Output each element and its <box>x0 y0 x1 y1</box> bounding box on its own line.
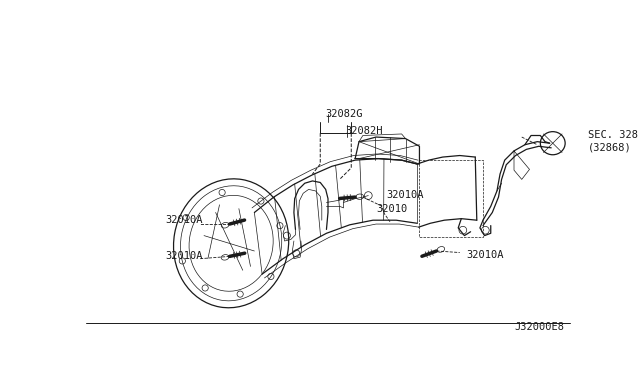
Text: 32010: 32010 <box>377 203 408 214</box>
Text: J32000E8: J32000E8 <box>514 322 564 332</box>
Text: 32010A: 32010A <box>165 251 203 262</box>
Text: (32868): (32868) <box>588 142 632 152</box>
Text: 32010A: 32010A <box>386 190 424 200</box>
Text: 32010A: 32010A <box>466 250 504 260</box>
Text: SEC. 328: SEC. 328 <box>588 130 637 140</box>
Text: 32082H: 32082H <box>346 126 383 136</box>
Text: 32082G: 32082G <box>325 109 362 119</box>
Text: 32010A: 32010A <box>165 215 203 225</box>
